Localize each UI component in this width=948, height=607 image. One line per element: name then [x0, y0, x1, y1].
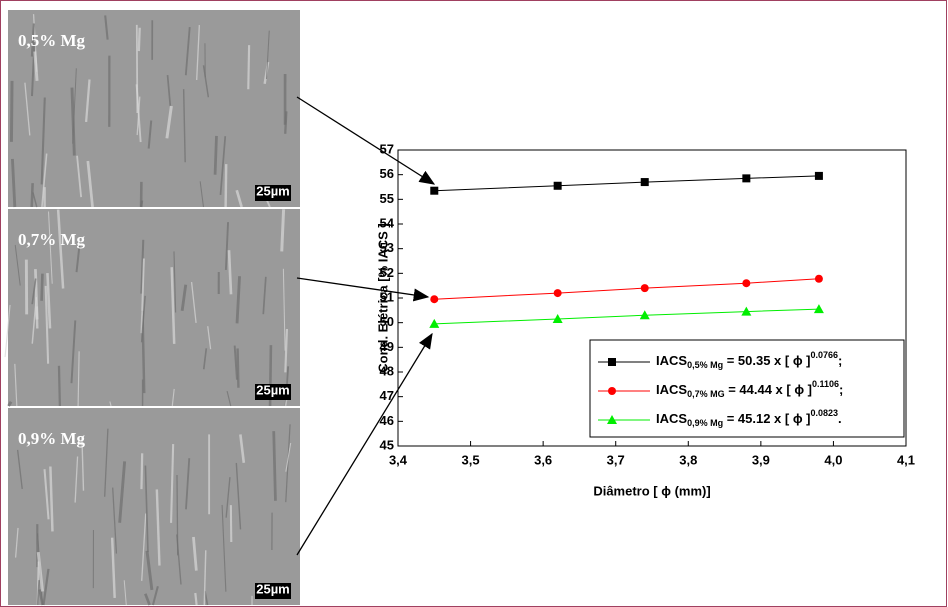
point	[815, 172, 823, 180]
x-tick-label: 3,6	[534, 452, 552, 467]
legend-part: IACS	[656, 411, 687, 426]
legend-part: = 44.44 x [ ϕ ]	[725, 382, 812, 397]
y-tick-label: 45	[380, 437, 394, 452]
texture	[226, 164, 227, 207]
texture	[282, 209, 284, 251]
figure: 0,5% Mg25µm0,7% Mg25µm0,9% Mg25µm4546474…	[0, 0, 948, 607]
x-tick-label: 3,5	[462, 452, 480, 467]
panel-label: 0,7% Mg	[18, 230, 86, 249]
point	[554, 182, 562, 190]
y-axis-label: Cond. Elétrica [% IACS ]	[375, 223, 390, 373]
x-tick-label: 3,4	[389, 452, 408, 467]
point	[641, 284, 649, 292]
point	[430, 187, 438, 195]
point	[554, 289, 562, 297]
legend-sup: 0.0766	[811, 350, 839, 360]
texture	[32, 183, 33, 207]
point	[742, 174, 750, 182]
legend-sub: 0,5% Mg	[687, 360, 723, 370]
scale-label: 25µm	[256, 382, 290, 397]
x-tick-label: 4,0	[824, 452, 842, 467]
y-tick-label: 56	[380, 166, 394, 181]
texture	[137, 25, 138, 113]
panel-label: 0,5% Mg	[18, 31, 86, 50]
point	[641, 178, 649, 186]
texture	[274, 431, 276, 501]
x-tick-label: 4,1	[897, 452, 915, 467]
texture	[11, 81, 12, 142]
y-tick-label: 55	[380, 191, 394, 206]
texture	[141, 201, 142, 207]
legend-sup: 0.0823	[811, 408, 839, 418]
texture	[285, 111, 286, 133]
point	[430, 295, 438, 303]
scale-label: 25µm	[256, 581, 290, 596]
panel-label: 0,9% Mg	[18, 429, 86, 448]
legend-part: ;	[839, 382, 843, 397]
legend-part: = 50.35 x [ ϕ ]	[723, 353, 810, 368]
legend-sup: 0.1106	[812, 379, 839, 389]
texture	[42, 274, 43, 301]
legend-part: IACS	[656, 353, 687, 368]
legend-sub: 0,7% MG	[687, 389, 725, 399]
legend-part: ;	[838, 353, 842, 368]
legend-sub: 0,9% Mg	[687, 418, 723, 428]
scale-label: 25µm	[256, 183, 290, 198]
legend-part: = 45.12 x [ ϕ ]	[723, 411, 810, 426]
point	[815, 275, 823, 283]
y-tick-label: 46	[380, 413, 394, 428]
texture	[37, 306, 38, 328]
x-axis-label: Diâmetro [ ϕ (mm)]	[593, 483, 710, 498]
texture	[59, 366, 60, 406]
x-tick-label: 3,8	[679, 452, 697, 467]
x-tick-label: 3,7	[607, 452, 625, 467]
legend-part: .	[838, 411, 842, 426]
texture	[141, 453, 142, 489]
legend-part: IACS	[656, 382, 687, 397]
point	[608, 387, 616, 395]
texture	[238, 348, 239, 387]
x-tick-label: 3,9	[752, 452, 770, 467]
texture	[177, 475, 178, 555]
point	[742, 279, 750, 287]
texture	[215, 136, 216, 175]
texture	[248, 45, 249, 89]
texture	[195, 593, 196, 605]
point	[608, 358, 616, 366]
texture	[139, 28, 140, 51]
